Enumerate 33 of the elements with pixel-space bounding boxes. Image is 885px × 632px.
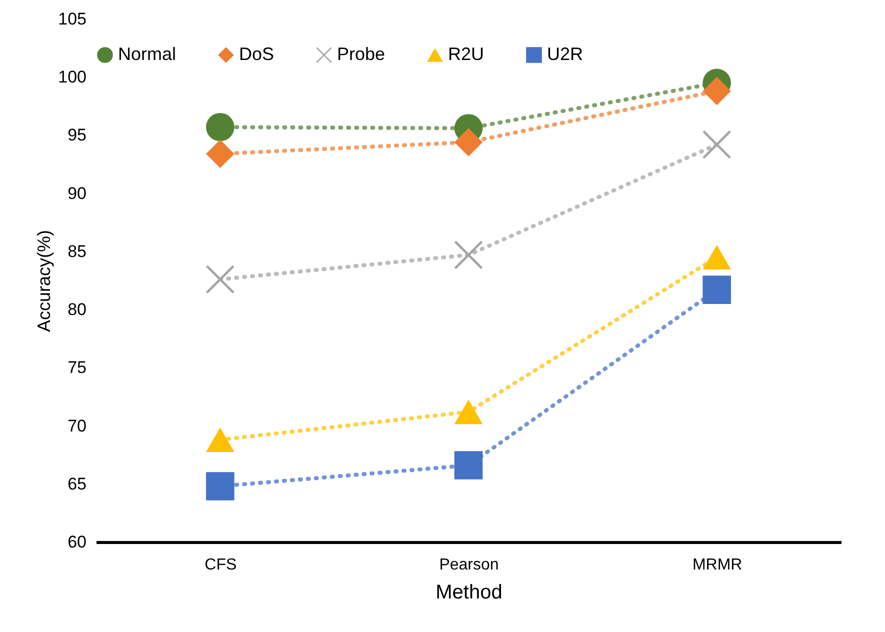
y-axis-title: Accuracy(%) <box>34 230 54 332</box>
point <box>702 130 731 159</box>
point <box>702 245 731 270</box>
y-tick-label: 100 <box>58 68 86 87</box>
y-tick-label: 60 <box>68 532 86 552</box>
point <box>454 451 483 480</box>
y-tick-label: 90 <box>68 184 86 203</box>
point <box>454 128 483 156</box>
point <box>206 472 234 500</box>
y-tick-label: 75 <box>68 358 86 378</box>
legend-label: Normal <box>118 44 176 64</box>
legend-label: R2U <box>448 44 484 64</box>
x-tick-label: Pearson <box>439 556 499 574</box>
legend-label: U2R <box>547 44 584 64</box>
point <box>206 112 234 142</box>
x-tick-label: CFS <box>204 556 237 574</box>
y-tick-label: 65 <box>68 474 86 494</box>
y-tick-label: 105 <box>58 10 86 28</box>
point <box>206 427 234 452</box>
legend-label: Probe <box>337 44 386 64</box>
point <box>702 76 731 106</box>
x-tick-label: MRMR <box>692 556 742 574</box>
y-tick-label: 85 <box>68 242 86 261</box>
point <box>206 265 234 294</box>
point <box>702 276 731 304</box>
y-tick-label: 95 <box>68 126 86 145</box>
point <box>206 140 234 168</box>
y-tick-label: 70 <box>68 416 86 436</box>
point <box>454 240 483 270</box>
y-tick-label: 80 <box>68 300 86 320</box>
x-axis-title: Method <box>436 582 502 604</box>
legend-label: DoS <box>239 44 274 64</box>
point <box>454 400 483 424</box>
